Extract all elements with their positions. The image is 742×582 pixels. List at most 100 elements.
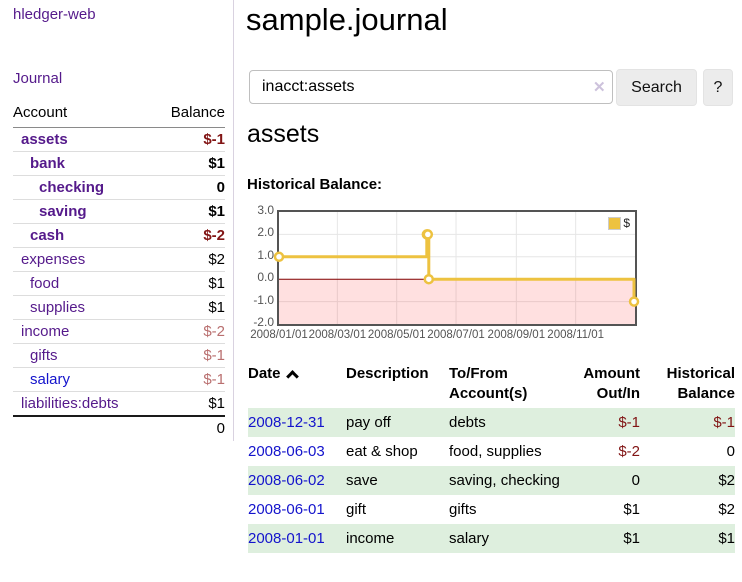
account-row: checking 0 [13,175,225,200]
x-tick-label: 2008/01/01 [250,329,308,341]
date-column-label: Date [248,365,281,382]
balance-header-line1: Historical [666,365,735,382]
account-balance: $1 [153,271,225,296]
y-tick-label: 0.0 [257,270,274,285]
transaction-date-link[interactable]: 2008-06-01 [248,501,325,518]
account-link-salary[interactable]: salary [30,371,71,388]
chart-plot[interactable]: $ [273,210,640,326]
transaction-balance: $1 [640,524,735,553]
register-row: 2008-06-01 gift gifts $1 $2 [248,495,735,524]
account-balance: $-1 [153,367,225,392]
app-title-link[interactable]: hledger-web [13,6,96,23]
sidebar: hledger-web Journal Account Balance asse… [0,0,233,441]
account-row: expenses $2 [13,247,225,272]
sort-ascending-icon [285,370,299,383]
transaction-accounts: salary [449,524,574,553]
legend-swatch-icon [608,216,622,230]
account-link-income[interactable]: income [21,323,70,340]
account-row: cash $-2 [13,223,225,248]
account-row: food $1 [13,271,225,296]
account-link-food[interactable]: food [30,275,60,292]
transaction-description: pay off [346,408,449,437]
account-balance: $-1 [153,127,225,152]
accounts-column-header: To/From Account(s) [449,362,574,408]
x-tick-label: 2008/03/01 [308,329,367,341]
chart-data-point[interactable] [423,273,435,285]
sidebar-item-journal[interactable]: Journal [13,70,63,87]
chart-data-point[interactable] [273,251,285,263]
account-link-saving[interactable]: saving [39,203,87,220]
transaction-date-link[interactable]: 2008-12-31 [248,414,325,431]
transaction-date-link[interactable]: 2008-06-02 [248,472,325,489]
account-row: gifts $-1 [13,343,225,368]
transaction-balance: $2 [640,466,735,495]
section-title: assets [247,120,320,148]
transaction-amount: 0 [574,466,640,495]
balance-column-header: Historical Balance [640,362,735,408]
account-row: saving $1 [13,199,225,224]
transaction-amount: $1 [574,524,640,553]
accounts-total-row: 0 [13,415,225,440]
sidebar-divider [233,0,234,441]
description-column-header: Description [346,365,429,382]
account-row: bank $1 [13,151,225,176]
register-row: 2008-01-01 income salary $1 $1 [248,524,735,553]
y-tick-label: -2.0 [253,315,274,329]
account-balance: $-2 [153,319,225,344]
account-link-cash[interactable]: cash [30,227,65,244]
account-link-bank[interactable]: bank [30,155,66,172]
y-tick-label: -1.0 [253,292,274,307]
x-tick-label: 2008/11/01 [547,329,605,341]
account-balance: $-1 [153,343,225,368]
transaction-description: save [346,466,449,495]
register-row: 2008-06-02 save saving, checking 0 $2 [248,466,735,495]
chart-data-point[interactable] [422,229,434,240]
search-clear-icon[interactable]: ✕ [593,79,606,96]
amount-column-header: Amount Out/In [574,362,640,408]
search-input[interactable] [249,70,613,104]
transaction-description: gift [346,501,367,518]
amount-header-line2: Out/In [596,385,640,402]
account-row: income $-2 [13,319,225,344]
amount-header-line1: Amount [583,365,640,382]
accounts-header-line1: To/From [449,365,508,382]
account-balance: $1 [153,151,225,176]
legend-label: $ [623,216,630,230]
transaction-accounts: gifts [449,501,477,518]
x-tick-label: 2008/09/01 [487,329,546,341]
transaction-accounts: food, supplies [449,443,542,460]
chart-title: Historical Balance: [247,176,383,193]
account-link-checking[interactable]: checking [39,179,105,196]
date-column-header[interactable]: Date [248,362,346,408]
y-tick-label: 1.0 [257,247,274,262]
transaction-date-link[interactable]: 2008-01-01 [248,530,325,547]
account-link-liabilities-debts[interactable]: liabilities:debts [21,395,119,412]
transaction-date-link[interactable]: 2008-06-03 [248,443,325,460]
transaction-accounts: debts [449,408,574,437]
help-button[interactable]: ? [703,69,733,106]
transaction-balance: $2 [718,501,735,518]
accounts-table: Account Balance assets $-1 bank $1 check… [13,100,225,440]
account-link-gifts[interactable]: gifts [30,347,58,364]
historical-balance-chart: 3.0 2.0 1.0 0.0 -1.0 -2.0 $ 2008/01/01 2008/03… [247,203,707,345]
account-row: assets $-1 [13,127,225,152]
accounts-table-header: Account Balance [13,100,225,128]
account-balance: $1 [153,391,225,417]
register-row: 2008-12-31 pay off debts $-1 $-1 [248,408,735,437]
balance-column-header: Balance [153,100,225,128]
transaction-amount: $-1 [574,408,640,437]
transaction-amount: $-2 [618,443,640,460]
search-button[interactable]: Search [616,69,697,106]
account-link-expenses[interactable]: expenses [21,251,86,268]
account-balance: 0 [153,175,225,200]
accounts-column-header: Account [13,100,154,128]
chart-data-point[interactable] [628,296,640,307]
page-title: sample.journal [246,2,448,37]
register-row: 2008-06-03 eat & shop food, supplies $-2… [248,437,735,466]
account-link-supplies[interactable]: supplies [30,299,86,316]
account-row: salary $-1 [13,367,225,392]
transaction-balance: 0 [726,443,735,460]
account-link-assets[interactable]: assets [21,131,68,148]
register-table: Date Description To/From Account(s) Amou… [248,362,735,553]
chart-legend: $ [608,216,630,230]
